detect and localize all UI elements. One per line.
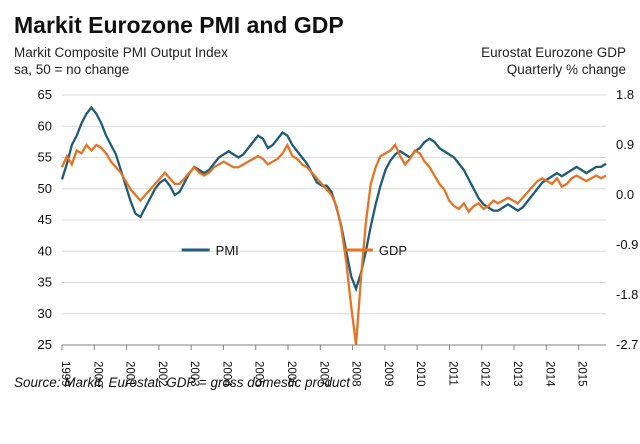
left-axis-tick-label: 30 xyxy=(38,306,52,321)
left-axis-tick-label: 50 xyxy=(38,181,52,196)
legend-label-gdp: GDP xyxy=(379,243,407,258)
year-tick-label: 2003 xyxy=(188,361,200,387)
legend-label-pmi: PMI xyxy=(216,243,239,258)
subtitle-right: Eurostat Eurozone GDP Quarterly % change xyxy=(481,45,626,79)
year-tick-label: 2012 xyxy=(479,361,491,387)
year-tick-label: 2009 xyxy=(382,361,394,387)
left-axis-tick-label: 60 xyxy=(38,118,52,133)
left-axis-tick-label: 35 xyxy=(38,274,52,289)
right-axis-tick-label: -1.8 xyxy=(616,287,638,302)
left-axis-tick-label: 25 xyxy=(38,337,52,352)
subtitle-left: Markit Composite PMI Output Index sa, 50… xyxy=(14,45,228,79)
year-tick-label: 2008 xyxy=(350,361,362,387)
year-tick-label: 2015 xyxy=(576,361,588,387)
year-tick-label: 2007 xyxy=(317,361,329,387)
year-tick-label: 2002 xyxy=(156,361,168,387)
left-axis-tick-label: 65 xyxy=(38,87,52,102)
left-axis-tick-label: 45 xyxy=(38,212,52,227)
subtitle-row: Markit Composite PMI Output Index sa, 50… xyxy=(14,45,626,79)
left-axis-tick-label: 40 xyxy=(38,243,52,258)
left-axis-tick-label: 55 xyxy=(38,149,52,164)
chart-title: Markit Eurozone PMI and GDP xyxy=(14,12,626,39)
right-axis-tick-label: 0.9 xyxy=(616,137,634,152)
year-tick-label: 2005 xyxy=(253,361,265,387)
year-tick-label: 2013 xyxy=(511,361,523,387)
line-chart-svg: 25 30 35 40 45 50 55 60 65 -2.7 -1.8 -0.9 0.0 0.9 1.8 1… xyxy=(14,85,640,385)
year-tick-label: 2014 xyxy=(543,361,555,387)
year-tick-label: 2004 xyxy=(220,361,232,387)
year-tick-label: 2006 xyxy=(285,361,297,387)
year-tick-label: 1999 xyxy=(59,361,71,387)
chart-container: Markit Eurozone PMI and GDP Markit Compo… xyxy=(0,0,640,444)
year-tick-label: 2011 xyxy=(446,361,458,386)
year-tick-label: 2010 xyxy=(414,361,426,387)
right-axis-tick-label: -2.7 xyxy=(616,337,638,352)
right-axis-tick-label: -0.9 xyxy=(616,237,638,252)
right-axis-tick-label: 0.0 xyxy=(616,187,634,202)
year-tick-label: 2000 xyxy=(91,361,103,387)
gdp-line-path xyxy=(62,145,606,345)
right-axis-tick-label: 1.8 xyxy=(616,87,634,102)
plot-area: 25 30 35 40 45 50 55 60 65 -2.7 -1.8 -0.9 0.0 0.9 1.8 1… xyxy=(14,85,626,365)
year-tick-label: 2001 xyxy=(124,361,136,387)
